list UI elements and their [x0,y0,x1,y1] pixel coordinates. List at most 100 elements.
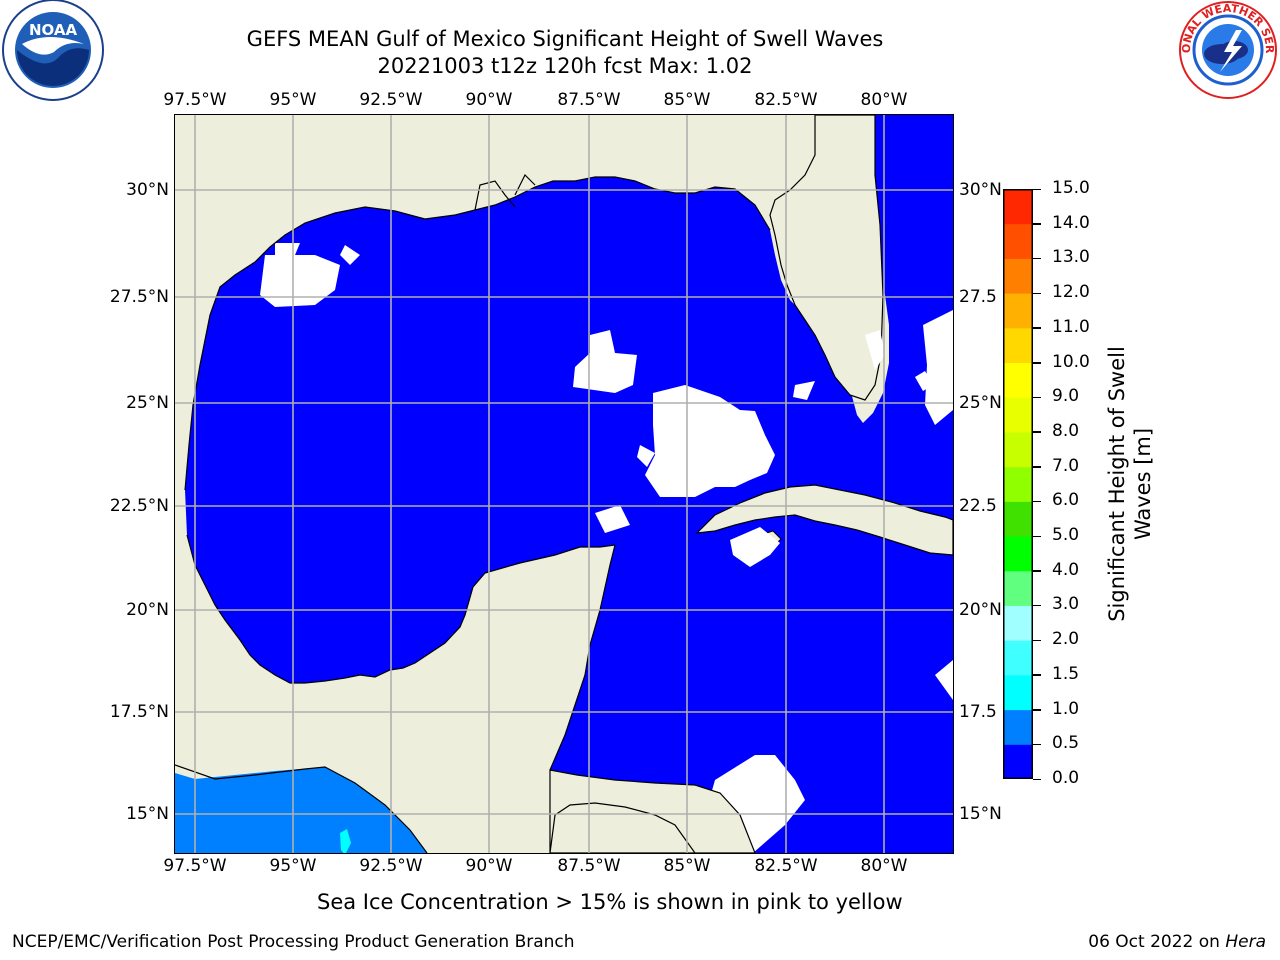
colorbar-tick-mark [1033,709,1041,711]
colorbar-tick-label: 5.0 [1052,525,1080,546]
lat-label-left: 27.5°N [109,287,169,307]
lat-label-left: 20°N [126,600,169,620]
footer-host: Hera [1225,932,1266,952]
colorbar-tick-mark [1033,674,1041,676]
lon-label-top: 97.5°W [163,90,227,110]
pacific-swell-peak [340,829,351,855]
lon-label-bottom: 80°W [860,856,908,876]
colorbar-tick-label: 15.0 [1052,178,1090,198]
gulf-swell-field [185,115,953,853]
footer-credit: NCEP/EMC/Verification Post Processing Pr… [12,932,575,952]
lon-label-bottom: 85°W [663,856,711,876]
colorbar-segment [1003,189,1033,225]
colorbar-tick-label: 14.0 [1052,212,1090,233]
lat-label-right: 25°N [959,393,1002,413]
colorbar-segment [1003,223,1033,259]
svg-text:NOAA: NOAA [29,21,78,39]
colorbar-tick-mark [1033,743,1041,746]
colorbar-label-line2: Waves [m] [1131,427,1155,541]
colorbar-tick-mark [1033,431,1041,433]
lon-label-top: 87.5°W [557,90,621,110]
colorbar-tick-mark [1033,223,1041,225]
lon-label-top: 85°W [663,90,711,110]
colorbar-border [1003,189,1033,779]
colorbar-tick-label: 0.5 [1052,733,1080,754]
no-data-patches [260,243,953,853]
colorbar-tick-mark [1033,604,1041,607]
colorbar-tick-label: 7.0 [1052,455,1080,476]
colorbar-segment [1003,258,1033,294]
colorbar-tick-label: 10.0 [1052,351,1090,372]
colorbar-tick-label: 6.0 [1052,490,1080,511]
colorbar-segment [1003,501,1033,537]
colorbar-tick-label: 8.0 [1052,420,1080,441]
lat-label-right: 17.5 [959,702,997,722]
lat-label-right: 30°N [959,180,1002,200]
colorbar-tick-label: 3.0 [1052,594,1080,615]
colorbar-tick-mark [1033,500,1041,503]
lat-label-left: 30°N [126,180,169,200]
colorbar-tick-label: 13.0 [1052,247,1090,268]
colorbar-tick-mark [1033,362,1041,364]
lat-label-left: 22.5°N [109,496,169,516]
colorbar-tick-label: 12.0 [1052,282,1090,303]
lat-label-left: 15°N [126,804,169,824]
chart-subtitle: 20221003 t12z 120h fcst Max: 1.02 [377,54,753,78]
honduras-coast [549,802,697,854]
colorbar-tick-mark [1033,466,1041,468]
colorbar-tick-label: 4.0 [1052,559,1080,580]
colorbar-segment [1003,536,1033,572]
colorbar-segment [1003,293,1033,329]
lon-label-bottom: 90°W [465,856,513,876]
chart-title: GEFS MEAN Gulf of Mexico Significant Hei… [246,27,884,51]
lon-label-bottom: 87.5°W [557,856,621,876]
colorbar-tick-mark [1033,257,1041,260]
map-border [174,114,954,854]
noaa-logo: NOAA [0,0,106,106]
lat-label-right: 15°N [959,804,1002,824]
colorbar-tick-mark [1033,292,1041,295]
pacific-swell-field [175,767,427,853]
colorbar-tick-label: 11.0 [1052,316,1090,337]
lat-label-left: 17.5°N [109,702,169,722]
colorbar-segment [1003,709,1033,745]
lon-label-top: 90°W [465,90,513,110]
lat-label-right: 20°N [959,600,1002,620]
footer-date: 06 Oct 2022 on Hera [1088,932,1266,952]
lon-label-bottom: 92.5°W [359,856,423,876]
lon-label-top: 82.5°W [754,90,818,110]
colorbar-tick-mark [1033,778,1041,780]
colorbar-segment [1003,674,1033,711]
lat-label-right: 27.5 [959,287,997,307]
coastlines [174,173,771,854]
map-gridlines [175,115,953,853]
colorbar-segment [1003,570,1033,606]
lon-label-bottom: 95°W [269,856,317,876]
colorbar-tick-mark [1033,188,1041,190]
colorbar-segment [1003,605,1033,641]
colorbar-label-line1: Significant Height of Swell [1105,346,1129,622]
colorbar-tick-mark [1033,535,1041,538]
lon-label-bottom: 82.5°W [754,856,818,876]
lat-label-left: 25°N [126,393,169,413]
map-panel [174,114,954,855]
gulf-map [174,114,954,855]
colorbar-tick-mark [1033,570,1041,572]
colorbar-tick-label: 2.0 [1052,629,1080,650]
footer-date-text: 06 Oct 2022 on [1088,932,1226,952]
lon-label-top: 80°W [860,90,908,110]
nws-logo: NATIONAL WEATHER SERVICE [1171,0,1280,104]
colorbar-segment [1003,744,1033,780]
colorbar-segment [1003,327,1033,364]
colorbar [1003,189,1033,780]
colorbar-segment [1003,397,1033,433]
colorbar-tick-label: 9.0 [1052,386,1080,407]
colorbar-tick-label: 1.0 [1052,698,1080,719]
colorbar-segment [1003,362,1033,398]
colorbar-tick-label: 0.0 [1052,768,1080,788]
colorbar-segment [1003,431,1033,468]
lon-label-bottom: 97.5°W [163,856,227,876]
colorbar-tick-mark [1033,327,1041,329]
lon-label-top: 95°W [269,90,317,110]
colorbar-tick-mark [1033,396,1041,399]
